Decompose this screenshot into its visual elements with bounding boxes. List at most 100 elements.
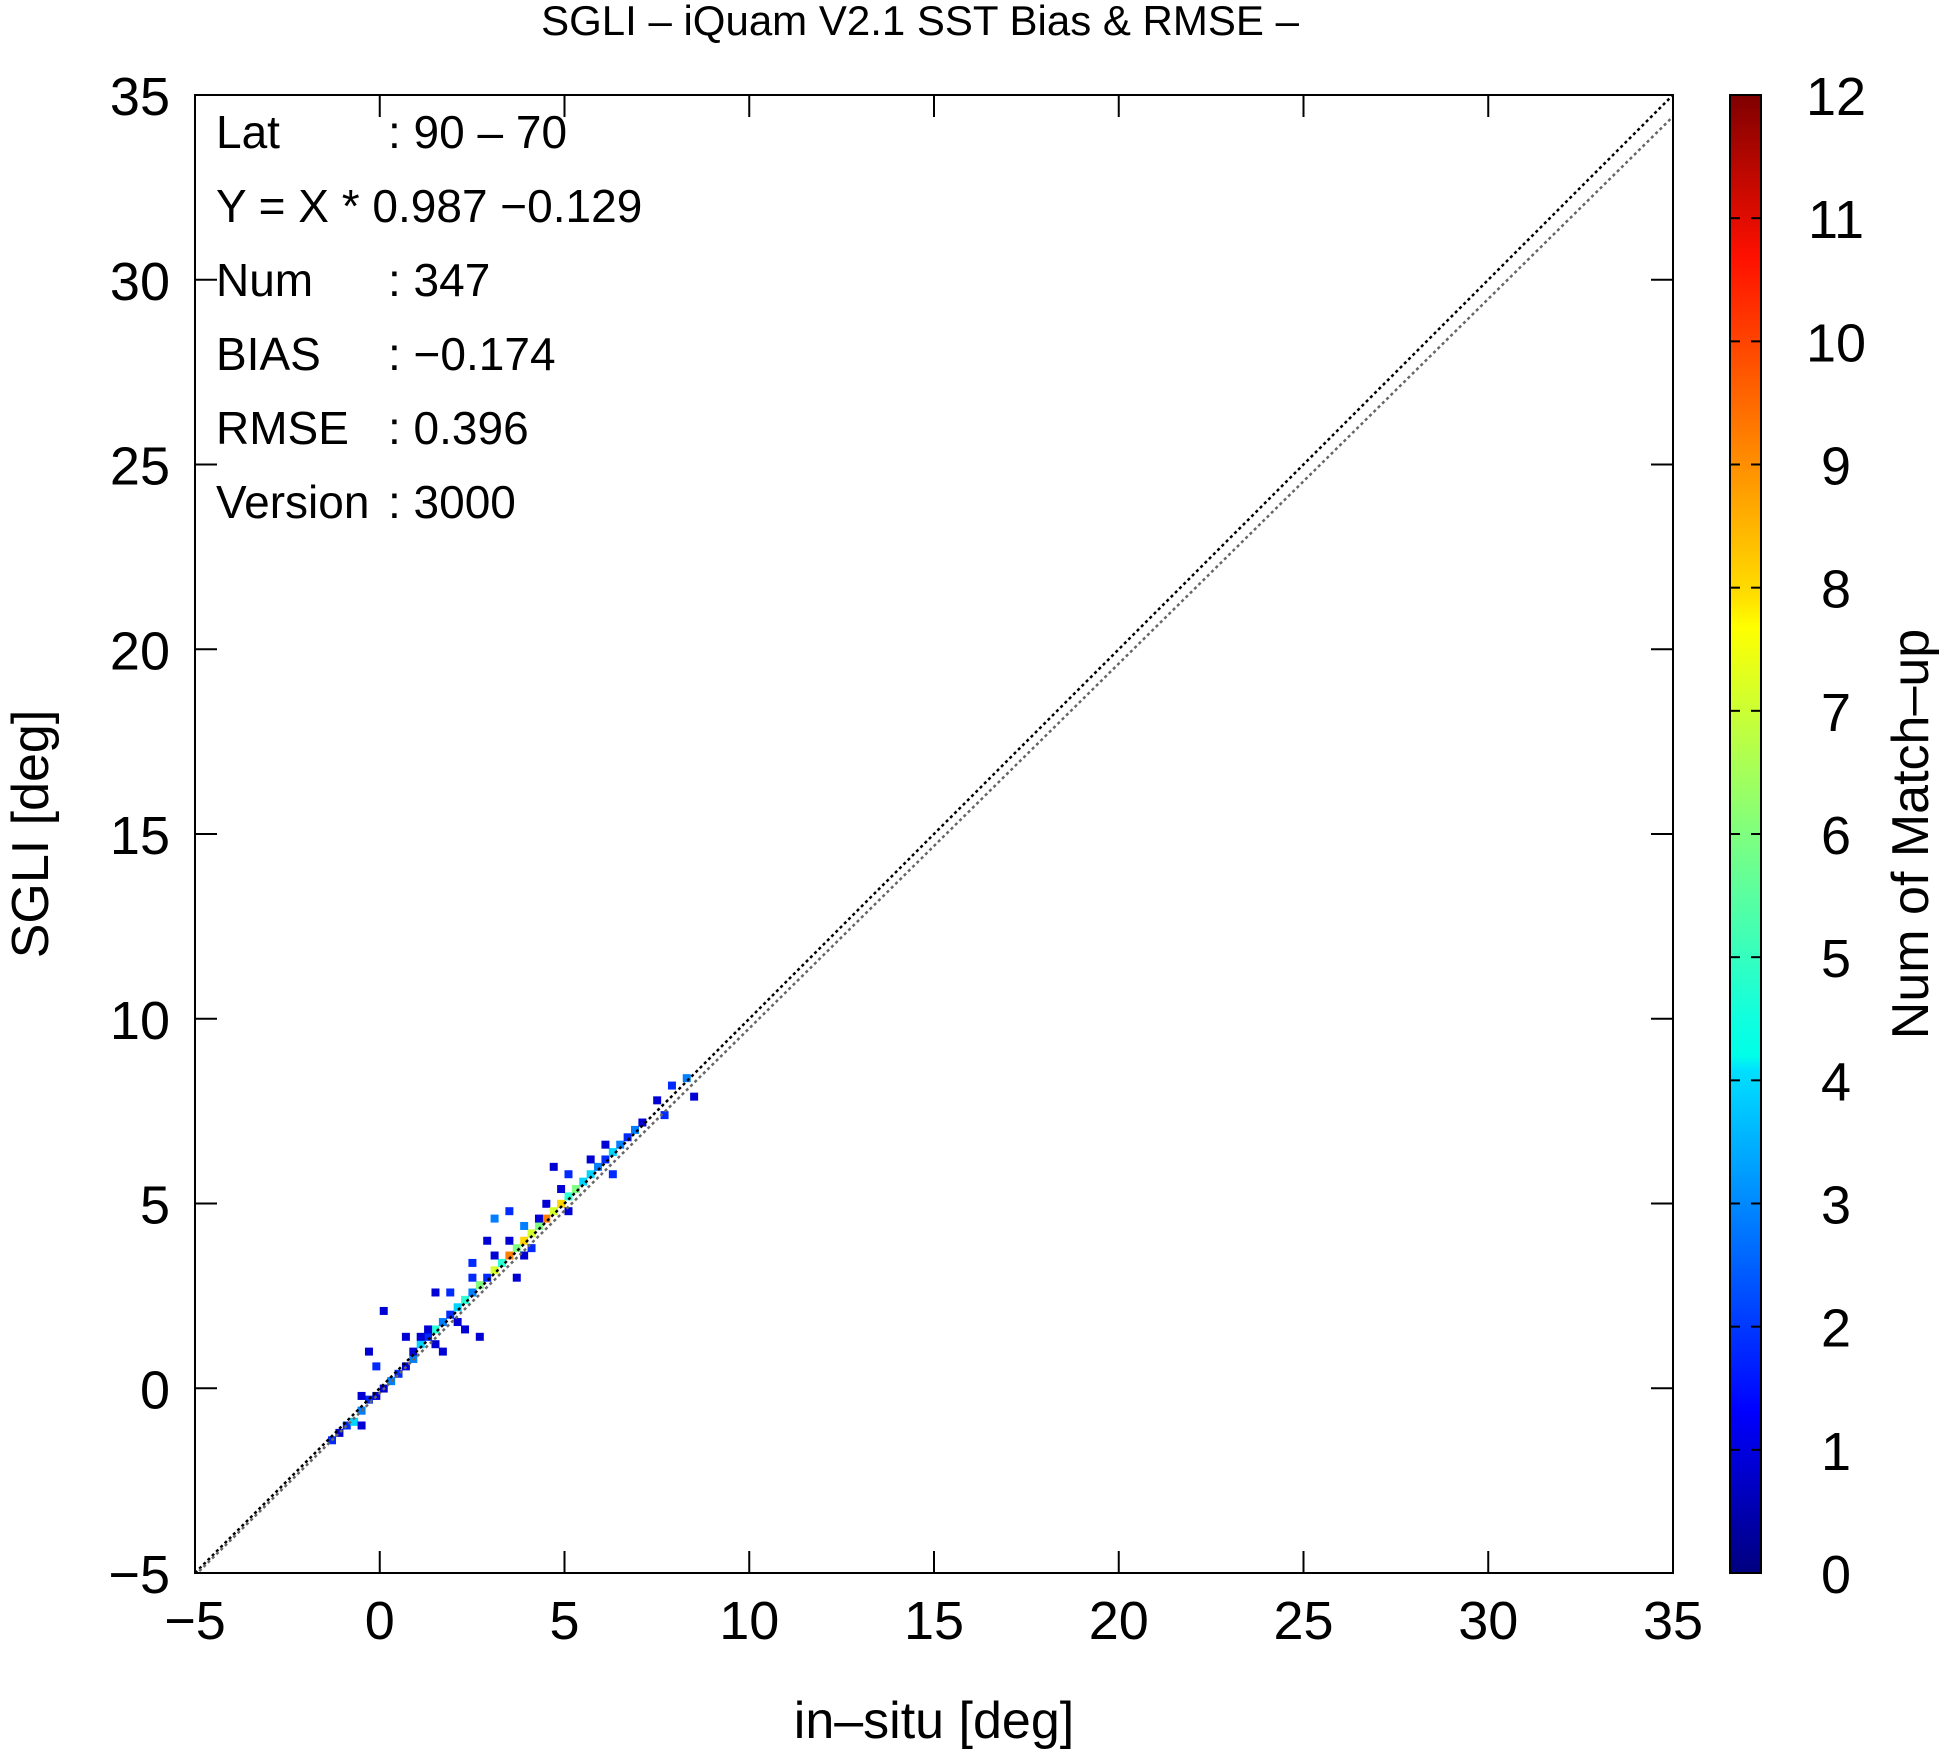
stat-value: : 3000 (388, 476, 516, 528)
heatmap-cell (394, 1369, 403, 1378)
colorbar-tick-label: 9 (1821, 437, 1851, 497)
colorbar-tick-label: 6 (1821, 806, 1851, 866)
y-tick-label: 30 (110, 252, 170, 312)
heatmap-cell (520, 1221, 529, 1230)
heatmap-cell (372, 1391, 381, 1400)
colorbar-tick-label: 8 (1821, 560, 1851, 620)
heatmap-cell (497, 1258, 506, 1267)
x-tick-label: 0 (365, 1591, 395, 1651)
heatmap-cell (608, 1170, 617, 1179)
y-tick-label: −5 (108, 1545, 170, 1605)
heatmap-cell (571, 1185, 580, 1194)
stat-key: Num (216, 254, 313, 306)
colorbar-tick-label: 5 (1821, 929, 1851, 989)
heatmap-cell (542, 1214, 551, 1223)
heatmap-cell (616, 1140, 625, 1149)
colorbar-tick-label: 2 (1821, 1299, 1851, 1359)
y-tick-label: 0 (140, 1360, 170, 1420)
y-tick-label: 25 (110, 437, 170, 497)
colorbar-label: Num of Match–up (1882, 629, 1940, 1039)
heatmap-cell (446, 1310, 455, 1319)
heatmap-cell (372, 1362, 381, 1371)
y-tick-label: 10 (110, 991, 170, 1051)
heatmap-cell (579, 1177, 588, 1186)
x-axis-label: in–situ [deg] (794, 1692, 1074, 1750)
heatmap-cell (431, 1340, 440, 1349)
heatmap-cell (350, 1417, 359, 1426)
heatmap-cell (623, 1133, 632, 1142)
heatmap-cell (520, 1251, 529, 1260)
heatmap-cell (431, 1288, 440, 1297)
colorbar-tick-label: 1 (1821, 1422, 1851, 1482)
stat-value: : 90 – 70 (388, 106, 567, 158)
heatmap-cell (586, 1170, 595, 1179)
heatmap-cell (490, 1214, 499, 1223)
heatmap-cell (453, 1303, 462, 1312)
reference-lines (195, 95, 1673, 1573)
heatmap-cell (490, 1251, 499, 1260)
heatmap-cell (468, 1258, 477, 1267)
heatmap-cell (364, 1395, 373, 1404)
stat-value: : 347 (388, 254, 490, 306)
heatmap-cell (682, 1074, 691, 1083)
stat-key: Y = X * 0.987 −0.129 (216, 180, 642, 232)
axis-ticks: −5 0 5 10 15 20 25 30 35 −5 0 5 10 15 20 25 30 35 (108, 67, 1703, 1651)
heatmap-cell (534, 1214, 543, 1223)
heatmap-cell (527, 1229, 536, 1238)
colorbar-tick-label: 12 (1806, 67, 1866, 127)
colorbar-tick-label: 10 (1806, 313, 1866, 373)
stat-key: Version (216, 476, 369, 528)
regression-line (195, 115, 1673, 1573)
heatmap-cell (342, 1421, 351, 1430)
heatmap-cell (453, 1318, 462, 1327)
heatmap-cell (660, 1111, 669, 1120)
heatmap-cell (424, 1332, 433, 1341)
x-tick-label: 5 (549, 1591, 579, 1651)
heatmap-cell (542, 1199, 551, 1208)
heatmap-cell (601, 1140, 610, 1149)
y-tick-label: 15 (110, 806, 170, 866)
heatmap-cell (638, 1118, 647, 1127)
stat-key: BIAS (216, 328, 321, 380)
x-tick-label: 15 (904, 1591, 964, 1651)
x-tick-label: 35 (1643, 1591, 1703, 1651)
colorbar-tick-label: 4 (1821, 1052, 1851, 1112)
stat-value: : 0.396 (388, 402, 529, 454)
heatmap-cell (475, 1332, 484, 1341)
heatmap-cell (446, 1288, 455, 1297)
heatmap-cell (424, 1325, 433, 1334)
heatmap-cell (690, 1092, 699, 1101)
heatmap-cell (564, 1192, 573, 1201)
heatmap-cell (431, 1325, 440, 1334)
heatmap-cell (475, 1281, 484, 1290)
colorbar-tick-label: 3 (1821, 1176, 1851, 1236)
stat-key: Lat (216, 106, 280, 158)
heatmap-cell (409, 1347, 418, 1356)
stat-value: : −0.174 (388, 328, 556, 380)
heatmap-cell (527, 1244, 536, 1253)
heatmap-cell (653, 1096, 662, 1105)
heatmap-cell (490, 1266, 499, 1275)
heatmap-cell (468, 1288, 477, 1297)
heatmap-cell (512, 1273, 521, 1282)
heatmap-cell (667, 1081, 676, 1090)
colorbar-tick-label: 11 (1808, 190, 1864, 250)
heatmap-cell (461, 1325, 470, 1334)
heatmap-cell (357, 1391, 366, 1400)
heatmap-cell (557, 1185, 566, 1194)
heatmap-cell (549, 1162, 558, 1171)
x-tick-label: 30 (1458, 1591, 1518, 1651)
stat-key: RMSE (216, 402, 349, 454)
heatmap-cell (461, 1295, 470, 1304)
heatmap-cell (631, 1125, 639, 1134)
x-tick-label: 20 (1089, 1591, 1149, 1651)
heatmap-cell (468, 1273, 477, 1282)
heatmap-cell (564, 1207, 573, 1216)
y-axis-label: SGLI [deg] (2, 710, 60, 959)
heatmap-cell (586, 1155, 595, 1164)
heatmap-cell (416, 1340, 425, 1349)
y-tick-label: 35 (110, 67, 170, 127)
heatmap-cell (505, 1236, 514, 1245)
heatmap-cell (357, 1421, 366, 1430)
